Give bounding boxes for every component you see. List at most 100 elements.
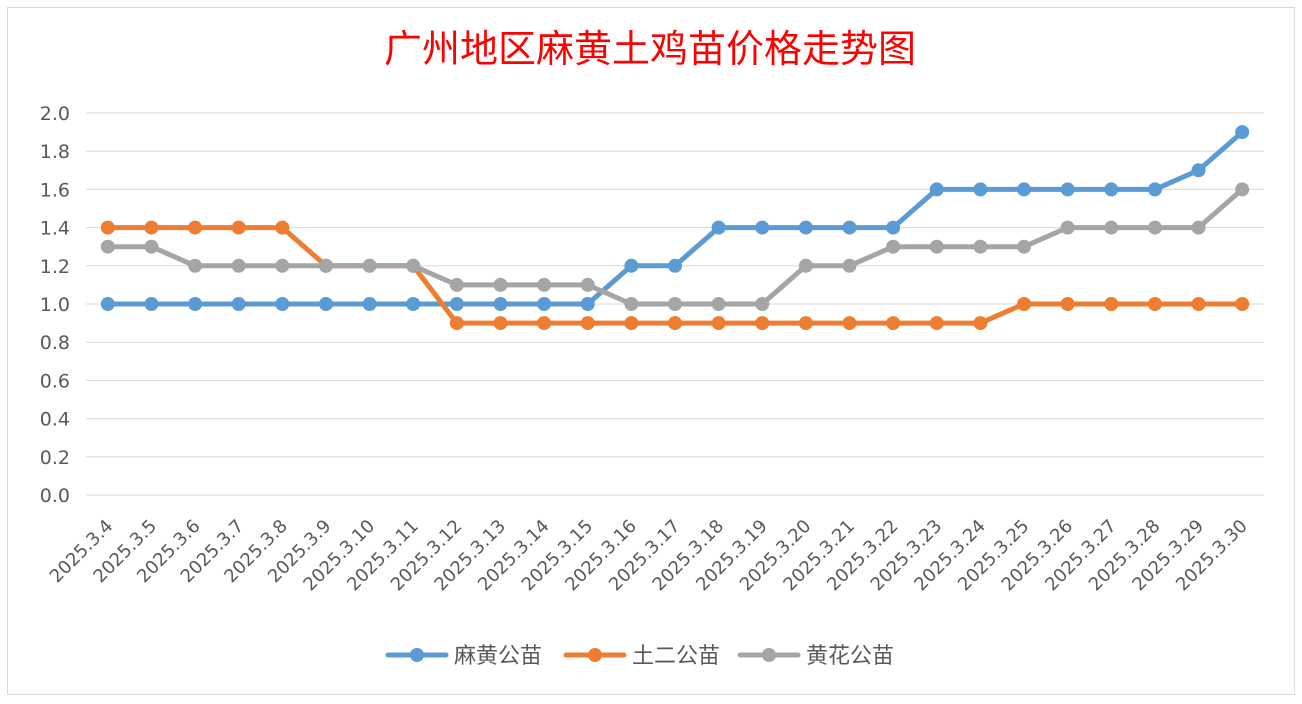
y-tick-label: 0.6 — [40, 370, 70, 392]
series-1 — [100, 125, 1250, 311]
data-point — [1017, 239, 1032, 254]
legend-item: 麻黄公苗 — [385, 644, 542, 669]
chart-title: 广州地区麻黄土鸡苗价格走势图 — [384, 27, 916, 71]
data-point — [362, 297, 377, 311]
data-point — [275, 258, 290, 273]
legend-label: 黄花公苗 — [806, 644, 894, 669]
data-point — [886, 316, 901, 331]
data-point — [144, 220, 159, 235]
data-point — [668, 258, 682, 273]
y-tick-label: 2.0 — [40, 103, 70, 125]
data-point — [1104, 182, 1119, 197]
data-point — [362, 258, 377, 273]
data-point — [1147, 220, 1162, 235]
data-point — [929, 182, 944, 197]
data-point — [537, 277, 552, 292]
y-axis-ticks: 0.0 0.2 0.4 0.6 0.8 1.0 1.2 1.4 1.6 1.8 2.0 — [40, 103, 70, 507]
legend-swatch-marker — [588, 648, 602, 662]
data-point — [711, 297, 726, 311]
data-point — [493, 277, 508, 292]
data-point — [144, 297, 159, 311]
series-layer — [100, 125, 1250, 331]
data-point — [580, 277, 595, 292]
data-point — [449, 277, 464, 292]
data-point — [755, 316, 770, 331]
data-point — [973, 316, 988, 331]
data-point — [580, 297, 595, 311]
data-point — [668, 297, 682, 311]
data-point — [842, 220, 857, 235]
data-point — [580, 316, 595, 331]
data-point — [1191, 220, 1206, 235]
series-3 — [100, 182, 1250, 311]
data-point — [406, 258, 421, 273]
legend-item: 黄花公苗 — [737, 644, 894, 669]
legend-label: 土二公苗 — [632, 644, 720, 669]
data-point — [231, 258, 246, 273]
data-point — [711, 220, 726, 235]
y-tick-label: 0.2 — [40, 447, 70, 469]
data-point — [1017, 182, 1032, 197]
data-point — [886, 220, 901, 235]
data-point — [1104, 220, 1119, 235]
legend: 麻黄公苗 土二公苗 黄花公苗 — [385, 644, 894, 669]
y-tick-label: 1.6 — [40, 179, 70, 201]
data-point — [929, 316, 944, 331]
data-point — [1017, 297, 1032, 311]
data-point — [668, 316, 682, 331]
data-point — [188, 220, 203, 235]
y-tick-label: 1.0 — [40, 294, 70, 316]
y-tick-label: 0.8 — [40, 332, 70, 354]
y-tick-label: 1.4 — [40, 218, 70, 240]
data-point — [449, 316, 464, 331]
y-tick-label: 0.4 — [40, 409, 70, 431]
data-point — [798, 258, 813, 273]
data-point — [1060, 182, 1075, 197]
data-point — [144, 239, 159, 254]
data-point — [188, 297, 203, 311]
data-point — [929, 239, 944, 254]
chart-border — [7, 7, 1295, 695]
data-point — [624, 258, 639, 273]
y-tick-label: 0.0 — [40, 485, 70, 507]
data-point — [1235, 297, 1250, 311]
data-point — [624, 316, 639, 331]
data-point — [711, 316, 726, 331]
data-point — [537, 297, 552, 311]
data-point — [1060, 297, 1075, 311]
data-point — [755, 220, 770, 235]
data-point — [798, 316, 813, 331]
data-point — [842, 316, 857, 331]
data-point — [100, 220, 115, 235]
data-point — [1191, 297, 1206, 311]
data-point — [188, 258, 203, 273]
data-point — [449, 297, 464, 311]
data-point — [1191, 163, 1206, 178]
data-point — [493, 316, 508, 331]
data-point — [1235, 125, 1250, 140]
legend-label: 麻黄公苗 — [454, 644, 542, 669]
data-point — [973, 182, 988, 197]
data-point — [275, 220, 290, 235]
y-tick-label: 1.8 — [40, 141, 70, 163]
data-point — [624, 297, 639, 311]
data-point — [1235, 182, 1250, 197]
data-point — [798, 220, 813, 235]
data-point — [886, 239, 901, 254]
data-point — [755, 297, 770, 311]
data-point — [1104, 297, 1119, 311]
data-point — [231, 220, 246, 235]
data-point — [537, 316, 552, 331]
data-point — [493, 297, 508, 311]
data-point — [275, 297, 290, 311]
data-point — [842, 258, 857, 273]
data-point — [1147, 182, 1162, 197]
data-point — [406, 297, 421, 311]
legend-swatch-marker — [410, 648, 424, 662]
data-point — [1147, 297, 1162, 311]
data-point — [318, 297, 333, 311]
data-point — [100, 297, 115, 311]
data-point — [1060, 220, 1075, 235]
